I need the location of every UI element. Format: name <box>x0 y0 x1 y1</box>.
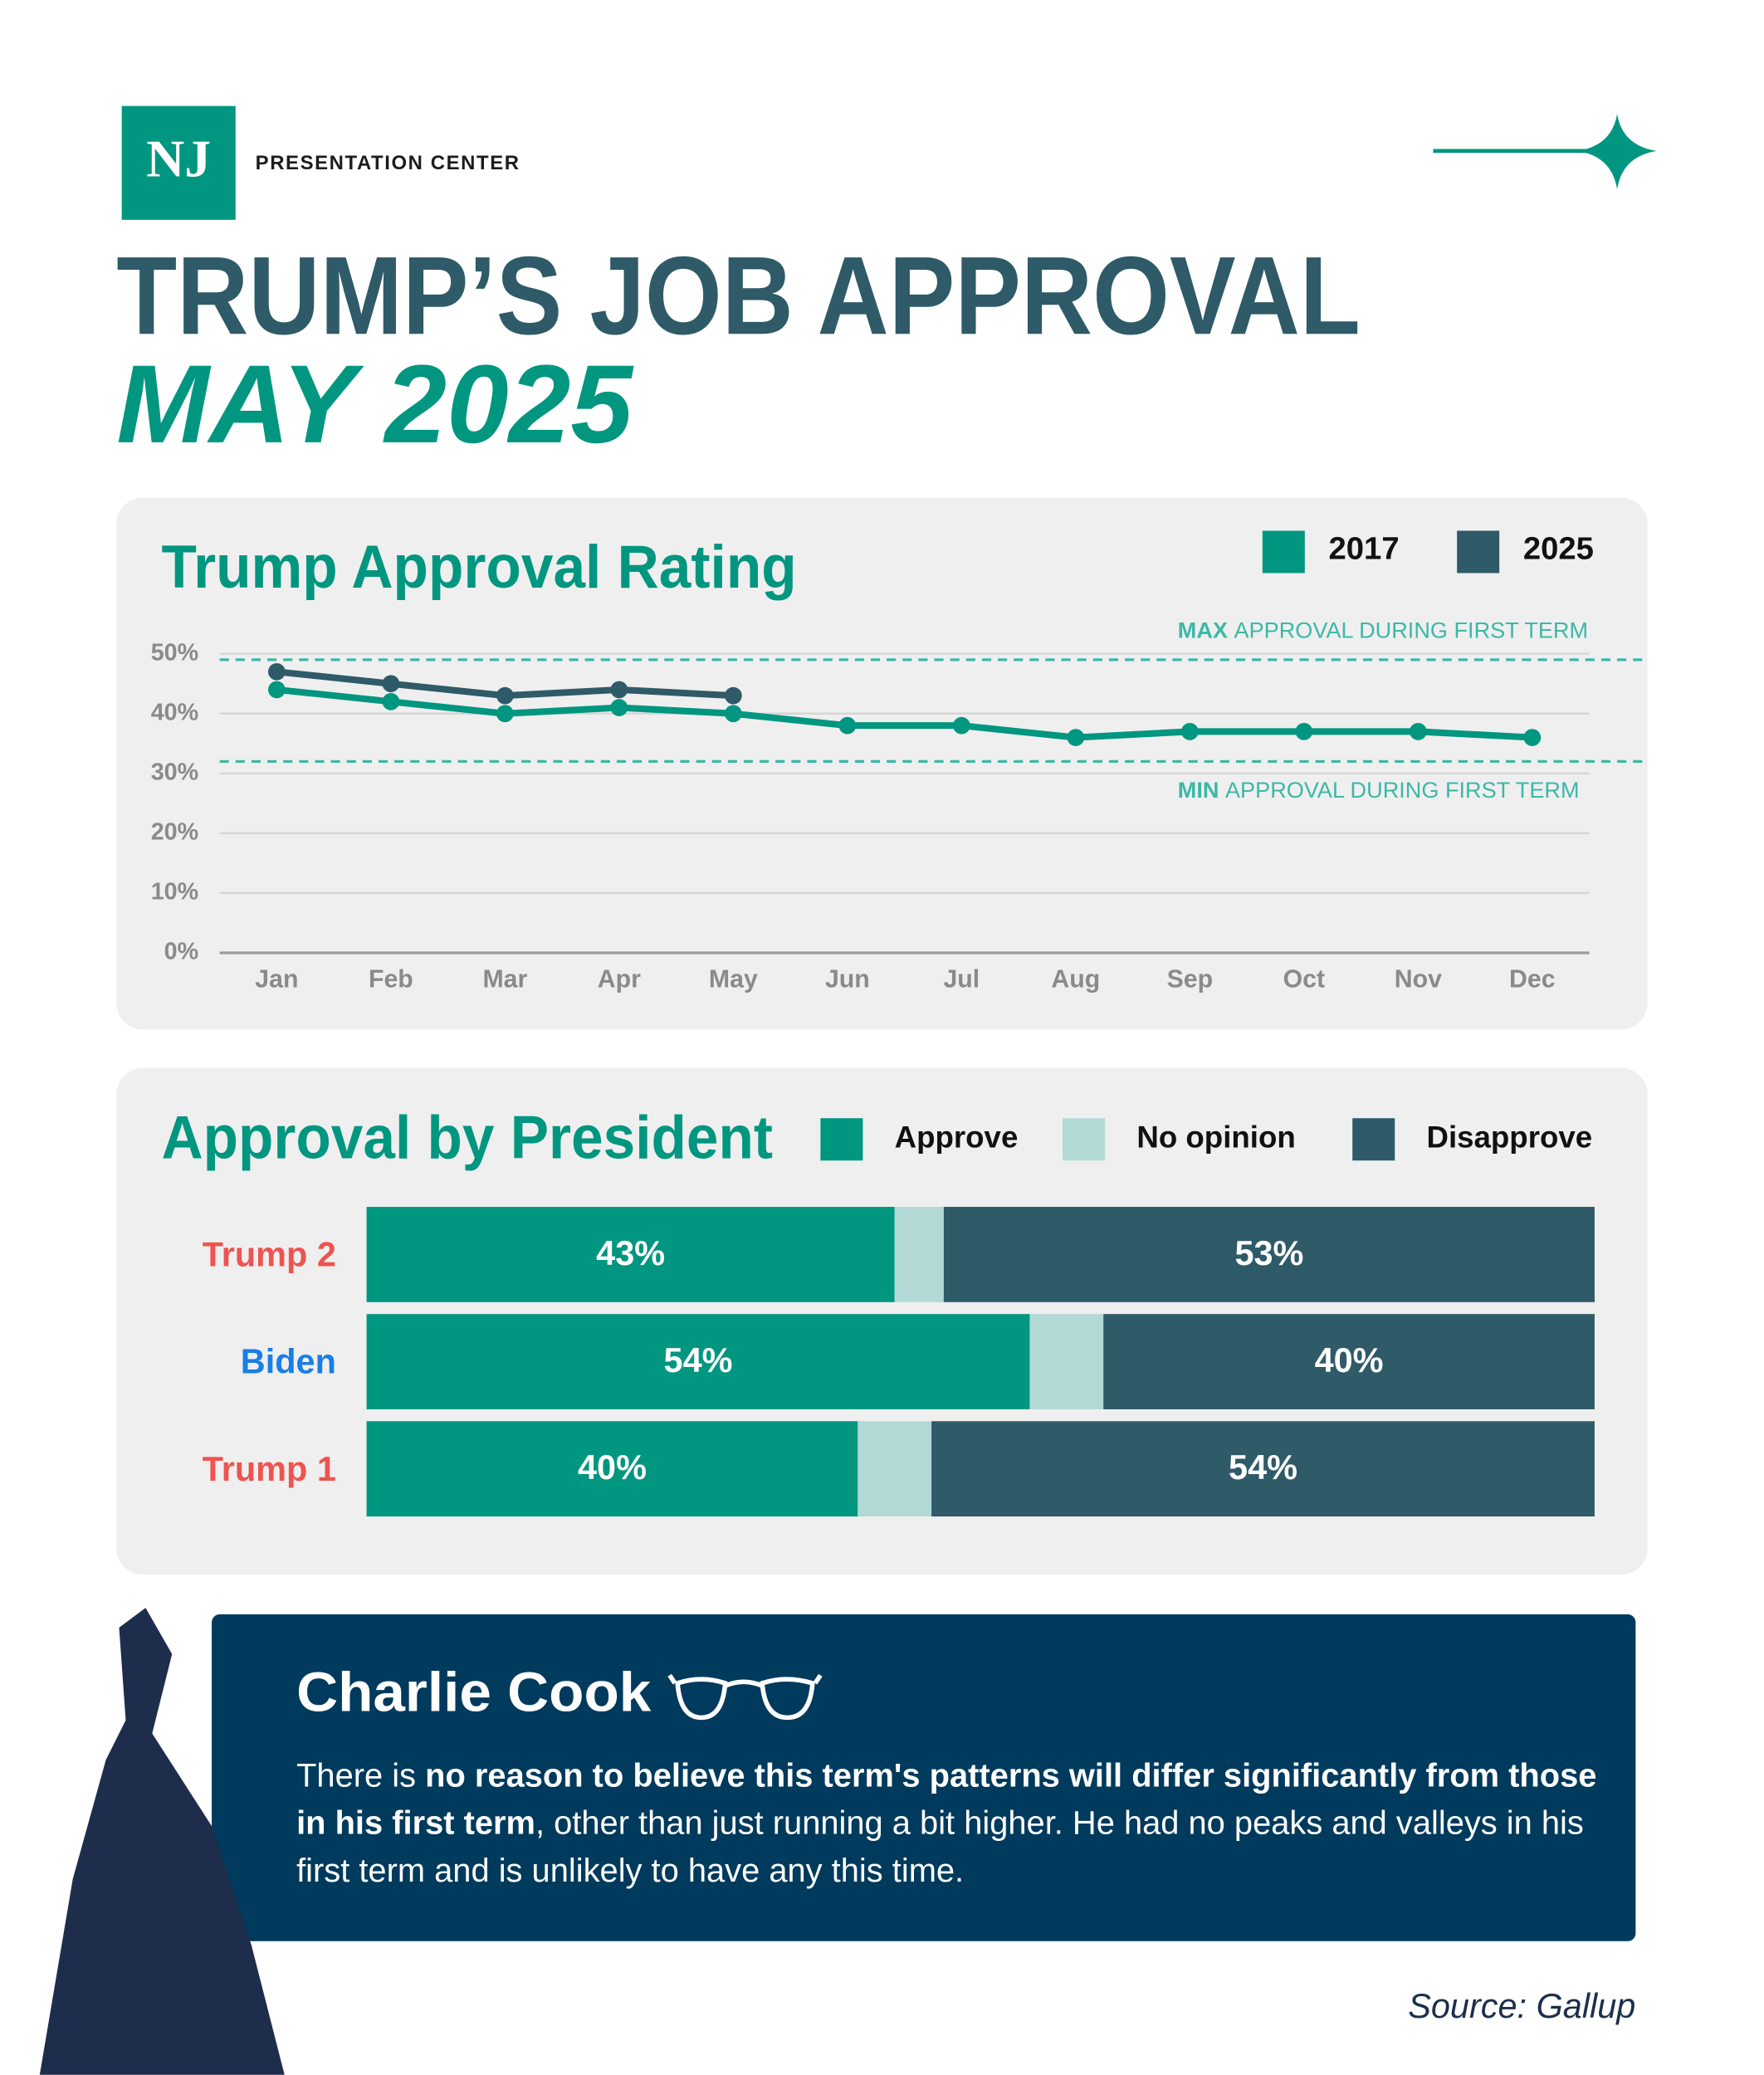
main-title: TRUMP’S JOB APPROVAL <box>116 234 1360 358</box>
y-tick-label: 40% <box>151 699 198 725</box>
point <box>1180 723 1199 740</box>
point <box>382 692 400 710</box>
point <box>724 686 742 705</box>
bar-segment <box>1029 1314 1104 1409</box>
source: Source: Gallup <box>1408 1986 1635 2025</box>
point <box>1523 729 1542 746</box>
bar-segment <box>366 1207 895 1302</box>
quote-segment: There is <box>296 1757 426 1794</box>
brand: PRESENTATION CENTER <box>256 152 520 174</box>
y-tick-label: 20% <box>151 818 198 845</box>
logo: NJ <box>146 129 211 188</box>
quote-segment: , other than just running a bit higher. … <box>296 1804 1584 1890</box>
quote-segment: no reason to believe this term's pattern… <box>296 1757 1597 1843</box>
chart-title: Approval by President <box>161 1103 772 1171</box>
x-tick-label: Apr <box>598 965 641 993</box>
x-tick-label: Sep <box>1167 965 1214 993</box>
label-part: MAX <box>1178 618 1228 643</box>
bar-segment <box>894 1207 944 1302</box>
bar-segment <box>943 1207 1595 1302</box>
x-tick-label: Feb <box>369 965 413 993</box>
legend-label: No opinion <box>1136 1120 1295 1154</box>
chart-title: Trump Approval Rating <box>161 533 796 601</box>
x-tick-label: Mar <box>482 965 527 993</box>
x-tick-label: Nov <box>1395 965 1442 993</box>
point <box>496 686 514 705</box>
value-label: 40% <box>578 1448 647 1487</box>
bar-segment <box>858 1421 932 1517</box>
x-tick-label: Jan <box>255 965 298 993</box>
legend-label: Approve <box>895 1120 1019 1154</box>
legend-label: 2025 <box>1523 530 1594 566</box>
category-label: Biden <box>241 1342 336 1381</box>
value-label: 54% <box>1229 1448 1297 1487</box>
bar-segment <box>366 1314 1030 1409</box>
value-label: 40% <box>1315 1340 1384 1379</box>
category-label: Trump 1 <box>203 1449 336 1488</box>
reference-label: MAX APPROVAL DURING FIRST TERM <box>1178 618 1588 643</box>
legend-swatch <box>1457 530 1500 574</box>
legend-label: Disapprove <box>1426 1120 1592 1154</box>
x-tick-label: Jun <box>825 965 870 993</box>
bar-segment <box>931 1421 1595 1517</box>
point <box>382 675 400 693</box>
point <box>1067 729 1085 746</box>
y-tick-label: 0% <box>164 939 198 965</box>
point <box>610 681 628 699</box>
point <box>952 716 970 735</box>
point <box>610 699 628 716</box>
bar-segment <box>366 1421 858 1517</box>
point <box>268 681 286 699</box>
glasses-icon <box>667 1673 823 1721</box>
bar-segment <box>1103 1314 1595 1409</box>
y-tick-label: 50% <box>151 639 198 666</box>
x-tick-label: Dec <box>1509 965 1556 993</box>
legend-swatch <box>1063 1118 1106 1161</box>
y-tick-label: 30% <box>151 759 198 785</box>
point <box>1295 723 1313 740</box>
x-tick-label: Jul <box>943 965 980 993</box>
label-part: APPROVAL DURING FIRST TERM <box>1225 777 1580 803</box>
line-chart: Trump Approval Rating 0% 10% 20% 30% 40% 50% Ja… <box>151 530 1648 993</box>
value-label: 43% <box>596 1233 665 1272</box>
point <box>268 662 286 681</box>
legend-swatch <box>1262 530 1305 574</box>
panel <box>116 497 1648 1030</box>
y-tick-label: 10% <box>151 878 198 905</box>
category-label: Trump 2 <box>203 1235 336 1274</box>
point <box>496 705 514 723</box>
reference-label: MIN APPROVAL DURING FIRST TERM <box>1178 777 1580 803</box>
legend-label: 2017 <box>1329 530 1400 566</box>
quote-box <box>212 1614 1636 1941</box>
value-label: 53% <box>1234 1233 1303 1272</box>
label-part: APPROVAL DURING FIRST TERM <box>1234 618 1589 643</box>
figure-silhouette <box>39 1608 285 2075</box>
x-tick-label: May <box>709 965 758 993</box>
value-label: 54% <box>664 1340 733 1379</box>
decor-star <box>1577 114 1657 190</box>
point <box>1409 723 1427 740</box>
bar-chart: Approval by President Approve No opinion Di… <box>161 1103 1595 1517</box>
label-part: MIN <box>1178 777 1219 803</box>
quote-text: There is no reason to believe this term'… <box>296 1752 1606 1895</box>
legend-swatch <box>820 1118 863 1161</box>
x-tick-label: Aug <box>1051 965 1100 993</box>
legend-swatch <box>1352 1118 1395 1161</box>
quote-body: There is no reason to believe this term'… <box>296 1752 1606 1895</box>
x-tick-label: Oct <box>1283 965 1325 993</box>
line <box>276 686 1533 741</box>
point <box>838 716 857 735</box>
quote-author: Charlie Cook <box>296 1662 652 1724</box>
logo-box <box>121 105 236 220</box>
point <box>724 705 742 723</box>
main-subtitle: MAY 2025 <box>116 343 634 466</box>
